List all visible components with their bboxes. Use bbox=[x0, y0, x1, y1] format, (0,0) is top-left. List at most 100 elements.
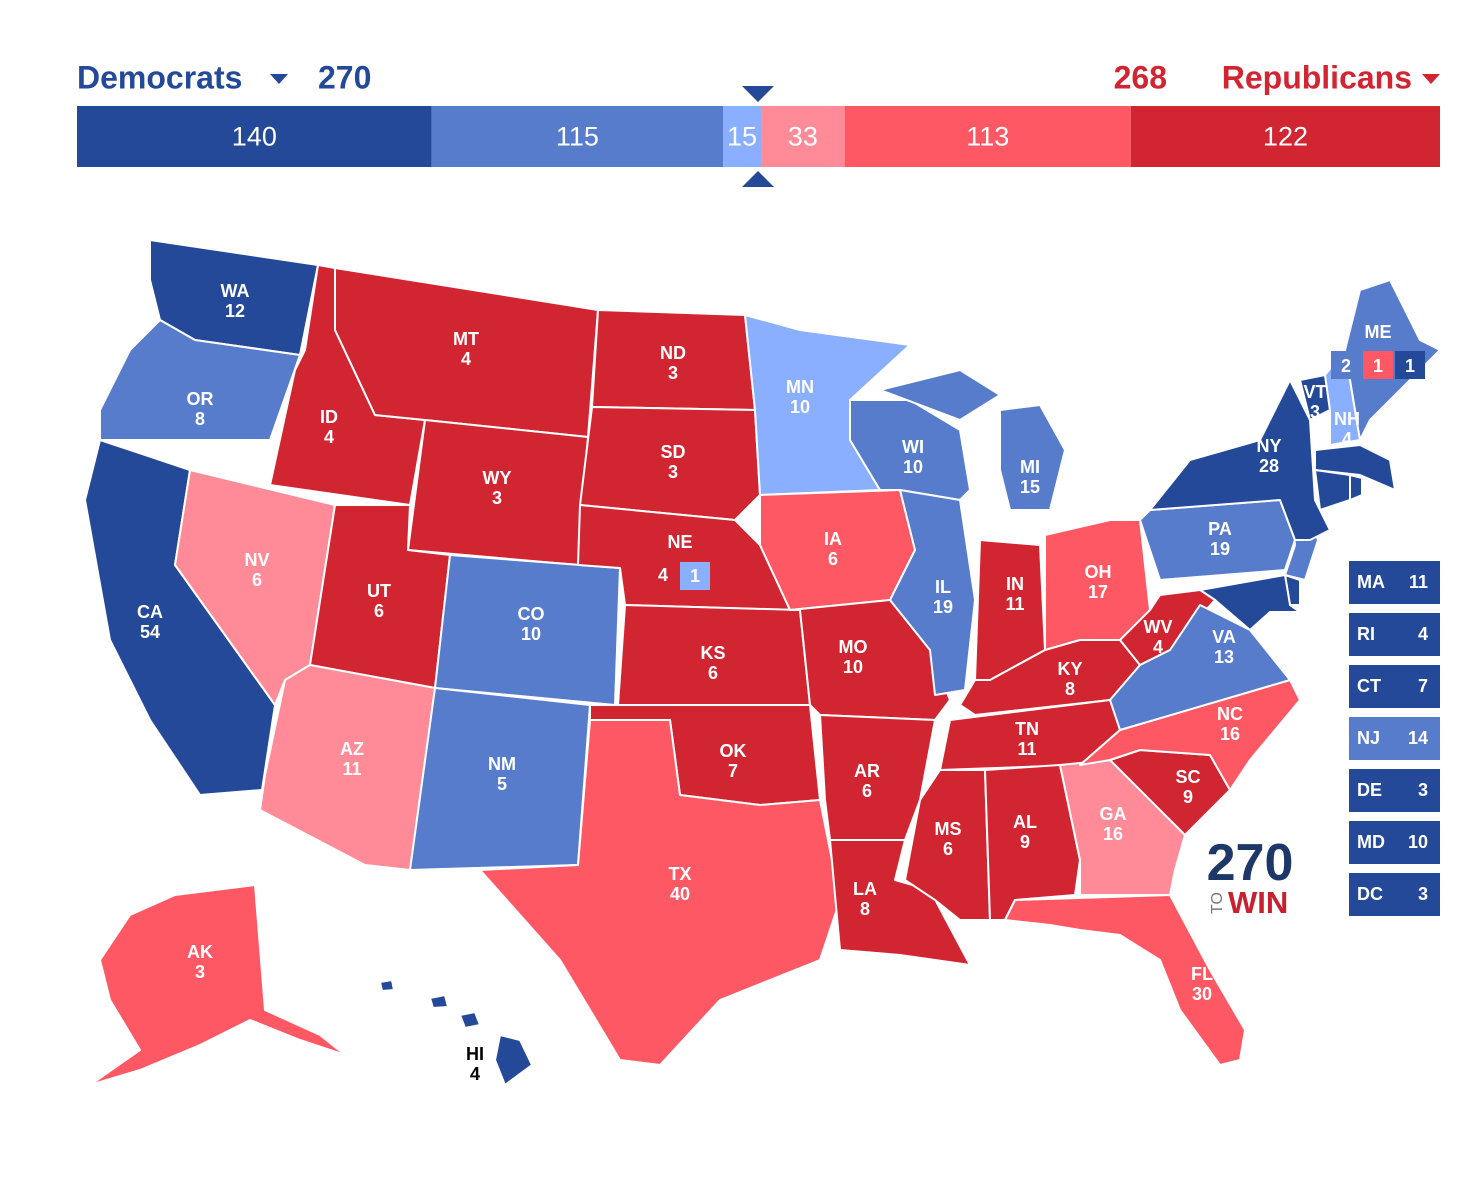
state-abbr: ND bbox=[660, 343, 686, 363]
dem-name[interactable]: Democrats bbox=[77, 59, 242, 95]
bar-label: 122 bbox=[1263, 122, 1308, 152]
state-abbr: NV bbox=[244, 550, 269, 570]
state-votes: 3 bbox=[668, 462, 678, 482]
logo-to: TO bbox=[1209, 892, 1226, 914]
state-votes: 4 bbox=[461, 349, 471, 369]
state-label: KY 8 bbox=[1057, 659, 1082, 699]
small-state-box bbox=[1349, 665, 1440, 708]
district-votes: 1 bbox=[690, 566, 700, 586]
state-abbr: GA bbox=[1100, 804, 1127, 824]
state-votes: 3 bbox=[1310, 402, 1320, 422]
state-abbr: CO bbox=[518, 604, 545, 624]
state-label: UT 6 bbox=[367, 581, 391, 621]
state-abbr: IA bbox=[824, 529, 842, 549]
state-abbr: MN bbox=[786, 377, 814, 397]
state-label: ND 3 bbox=[660, 343, 686, 383]
state-shape bbox=[379, 979, 533, 1086]
small-state-box bbox=[1349, 873, 1440, 916]
state-abbr: MS bbox=[935, 819, 962, 839]
state-abbr: TN bbox=[1015, 719, 1039, 739]
state-label: TX 40 bbox=[668, 864, 691, 904]
state-votes: 6 bbox=[708, 663, 718, 683]
state-votes: 4 bbox=[324, 427, 334, 447]
state-label: SC 9 bbox=[1175, 767, 1200, 807]
states bbox=[84, 239, 1441, 1086]
state-shape bbox=[89, 884, 346, 1086]
state-abbr: TX bbox=[668, 864, 691, 884]
small-state-box bbox=[1349, 717, 1440, 760]
state-votes: 11 bbox=[1005, 594, 1024, 614]
state-abbr: FL bbox=[1191, 964, 1213, 984]
state-abbr: AL bbox=[1013, 812, 1037, 832]
bar-label: 33 bbox=[788, 122, 818, 152]
state-abbr: VT bbox=[1303, 382, 1326, 402]
state-shape bbox=[889, 489, 976, 696]
state-label: ME bbox=[1365, 322, 1392, 342]
state-votes: 19 bbox=[1210, 539, 1230, 559]
state-shape bbox=[479, 719, 841, 1066]
state-abbr: LA bbox=[853, 879, 877, 899]
state-abbr: KS bbox=[700, 643, 725, 663]
small-state-votes: 3 bbox=[1418, 780, 1428, 800]
bar-segment bbox=[77, 106, 432, 167]
state-shape bbox=[1149, 379, 1331, 541]
small-state-votes: 14 bbox=[1408, 728, 1428, 748]
bar-label: 15 bbox=[727, 122, 757, 152]
state-label: WA 12 bbox=[221, 281, 250, 321]
dem-caret[interactable] bbox=[270, 74, 288, 84]
state-abbr: WI bbox=[902, 437, 924, 457]
state-abbr: AR bbox=[854, 761, 880, 781]
rep-name[interactable]: Republicans bbox=[1222, 59, 1412, 95]
state-label: WV 4 bbox=[1144, 617, 1173, 657]
state-abbr: PA bbox=[1208, 519, 1232, 539]
state-abbr: HI bbox=[466, 1044, 484, 1064]
small-state-box bbox=[1349, 561, 1440, 604]
state-votes: 10 bbox=[843, 657, 863, 677]
state-label: MT 4 bbox=[453, 329, 479, 369]
state-votes: 4 bbox=[1153, 637, 1163, 657]
rep-caret[interactable] bbox=[1422, 74, 1440, 84]
state-label: HI 4 bbox=[466, 1044, 484, 1084]
state-label: FL 30 bbox=[1191, 964, 1213, 1004]
vote-bar: 140 115 15 33 113 122 bbox=[77, 106, 1440, 167]
state-label: NY 28 bbox=[1256, 436, 1281, 476]
state-votes: 17 bbox=[1088, 582, 1108, 602]
state-label: PA 19 bbox=[1208, 519, 1232, 559]
state-abbr: OH bbox=[1085, 562, 1112, 582]
logo: 270 TO WIN bbox=[1207, 834, 1294, 920]
bar-segment bbox=[723, 106, 762, 167]
small-state-votes: 7 bbox=[1418, 676, 1428, 696]
state-shape bbox=[259, 664, 436, 871]
state-shape bbox=[99, 319, 301, 441]
state-abbr: KY bbox=[1057, 659, 1082, 679]
state-votes: 8 bbox=[1065, 679, 1075, 699]
state-label: MI 15 bbox=[1020, 457, 1040, 497]
bar-segment bbox=[1130, 106, 1440, 167]
state-label: AL 9 bbox=[1013, 812, 1037, 852]
state-label: NM 5 bbox=[488, 754, 516, 794]
state-shape bbox=[829, 839, 971, 966]
district-votes: 1 bbox=[1373, 356, 1383, 376]
state-label: WI 10 bbox=[902, 437, 924, 477]
bar-segment bbox=[761, 106, 845, 167]
state-label: NC 16 bbox=[1217, 704, 1243, 744]
state-shape bbox=[1349, 474, 1363, 501]
state-label: VT 3 bbox=[1303, 382, 1326, 422]
state-label: AZ 11 bbox=[340, 739, 364, 779]
state-shape bbox=[1004, 894, 1246, 1066]
state-votes: 16 bbox=[1220, 724, 1240, 744]
district-votes: 2 bbox=[1341, 356, 1351, 376]
state-votes: 6 bbox=[374, 601, 384, 621]
state-votes: 11 bbox=[1017, 739, 1036, 759]
state-label: NV 6 bbox=[244, 550, 269, 590]
state-votes: 54 bbox=[140, 622, 160, 642]
state-shape bbox=[579, 406, 761, 521]
state-abbr: ID bbox=[320, 407, 338, 427]
state-abbr: NE bbox=[667, 532, 692, 552]
small-state-box bbox=[1349, 821, 1440, 864]
state-votes: 11 bbox=[342, 759, 361, 779]
small-state-abbr: DE bbox=[1357, 780, 1382, 800]
state-votes: 19 bbox=[933, 597, 953, 617]
state-votes: 15 bbox=[1020, 477, 1040, 497]
